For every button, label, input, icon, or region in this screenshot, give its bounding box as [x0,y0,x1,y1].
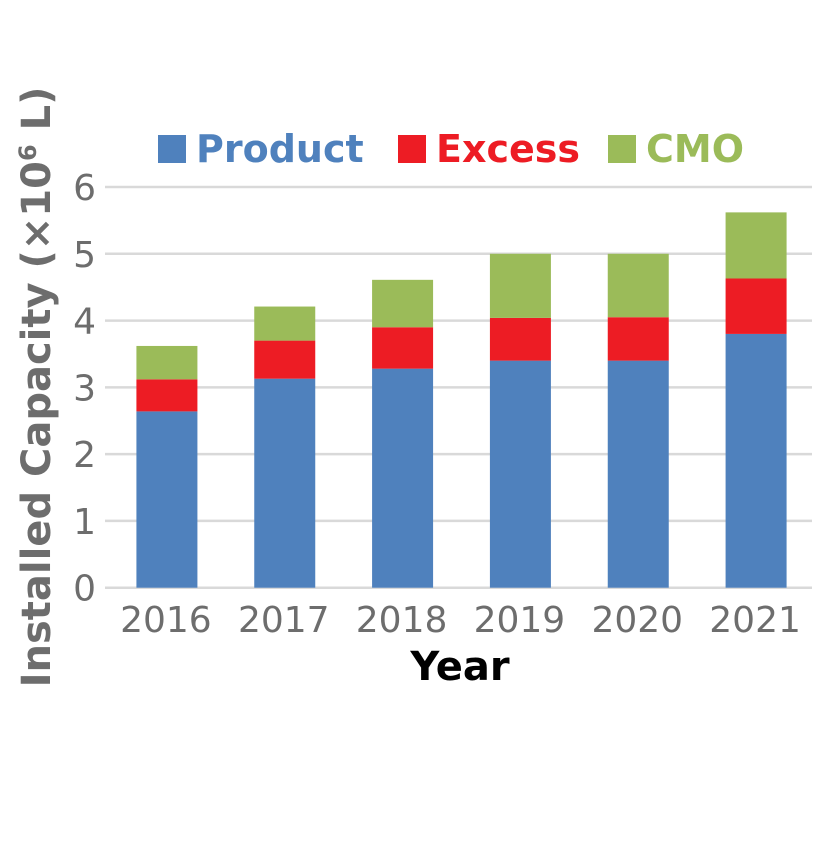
bar-product-2017 [254,378,316,588]
bar-cmo-2021 [725,212,787,279]
bar-product-2016 [136,411,198,588]
legend-item-cmo: CMO [608,127,744,171]
bar-cmo-2016 [136,345,198,380]
legend-label: CMO [646,127,744,171]
bar-cmo-2019 [489,253,551,318]
bar-stack-2019 [489,253,551,588]
bar-cmo-2018 [372,279,434,328]
legend: Product Excess CMO [158,127,744,171]
y-tick-labels: 0 1 2 3 4 5 6 [73,168,96,610]
gridlines [105,185,812,589]
bar-product-2019 [489,360,551,588]
x-tick-label: 2018 [356,600,448,641]
y-axis-label-end: L) [14,87,60,145]
bar-stack-2020 [607,253,669,588]
bar-cmo-2020 [607,253,669,318]
x-tick-label: 2019 [474,600,566,641]
y-tick-label: 3 [73,368,96,409]
legend-swatch [158,135,186,163]
bar-stack-2016 [136,345,198,588]
y-tick-label: 5 [73,235,96,276]
y-tick-label: 0 [73,569,96,610]
bar-cmo-2017 [254,306,316,341]
legend-item-product: Product [158,127,364,171]
y-tick-label: 6 [73,168,96,209]
y-tick-label: 4 [73,302,96,343]
bar-product-2021 [725,333,787,588]
x-axis-label: Year [409,644,509,690]
bar-stack-2017 [254,306,316,588]
y-tick-label: 1 [73,502,96,543]
x-tick-labels: 2016 2017 2018 2019 2020 2021 [120,600,801,641]
bar-stack-2018 [372,279,434,588]
y-tick-label: 2 [73,435,96,476]
y-axis-label-superscript: 6 [14,144,42,161]
bar-excess-2018 [372,327,434,369]
legend-item-excess: Excess [398,127,580,171]
legend-label: Product [196,127,364,171]
x-tick-label: 2017 [238,600,330,641]
bar-stack-2021 [725,212,787,588]
y-axis-label-main: Installed Capacity (×10 [14,161,60,687]
x-tick-label: 2016 [120,600,212,641]
bars [136,212,787,588]
bar-excess-2019 [489,317,551,361]
y-axis-label: Installed Capacity (×106 L) [14,87,60,688]
legend-swatch [608,135,636,163]
bar-excess-2021 [725,278,787,334]
legend-label: Excess [436,127,580,171]
bar-product-2020 [607,360,669,588]
x-tick-label: 2021 [709,600,801,641]
legend-swatch [398,135,426,163]
bar-excess-2017 [254,340,316,379]
bar-product-2018 [372,368,434,588]
bar-excess-2016 [136,379,198,412]
bar-excess-2020 [607,317,669,361]
x-tick-label: 2020 [591,600,683,641]
